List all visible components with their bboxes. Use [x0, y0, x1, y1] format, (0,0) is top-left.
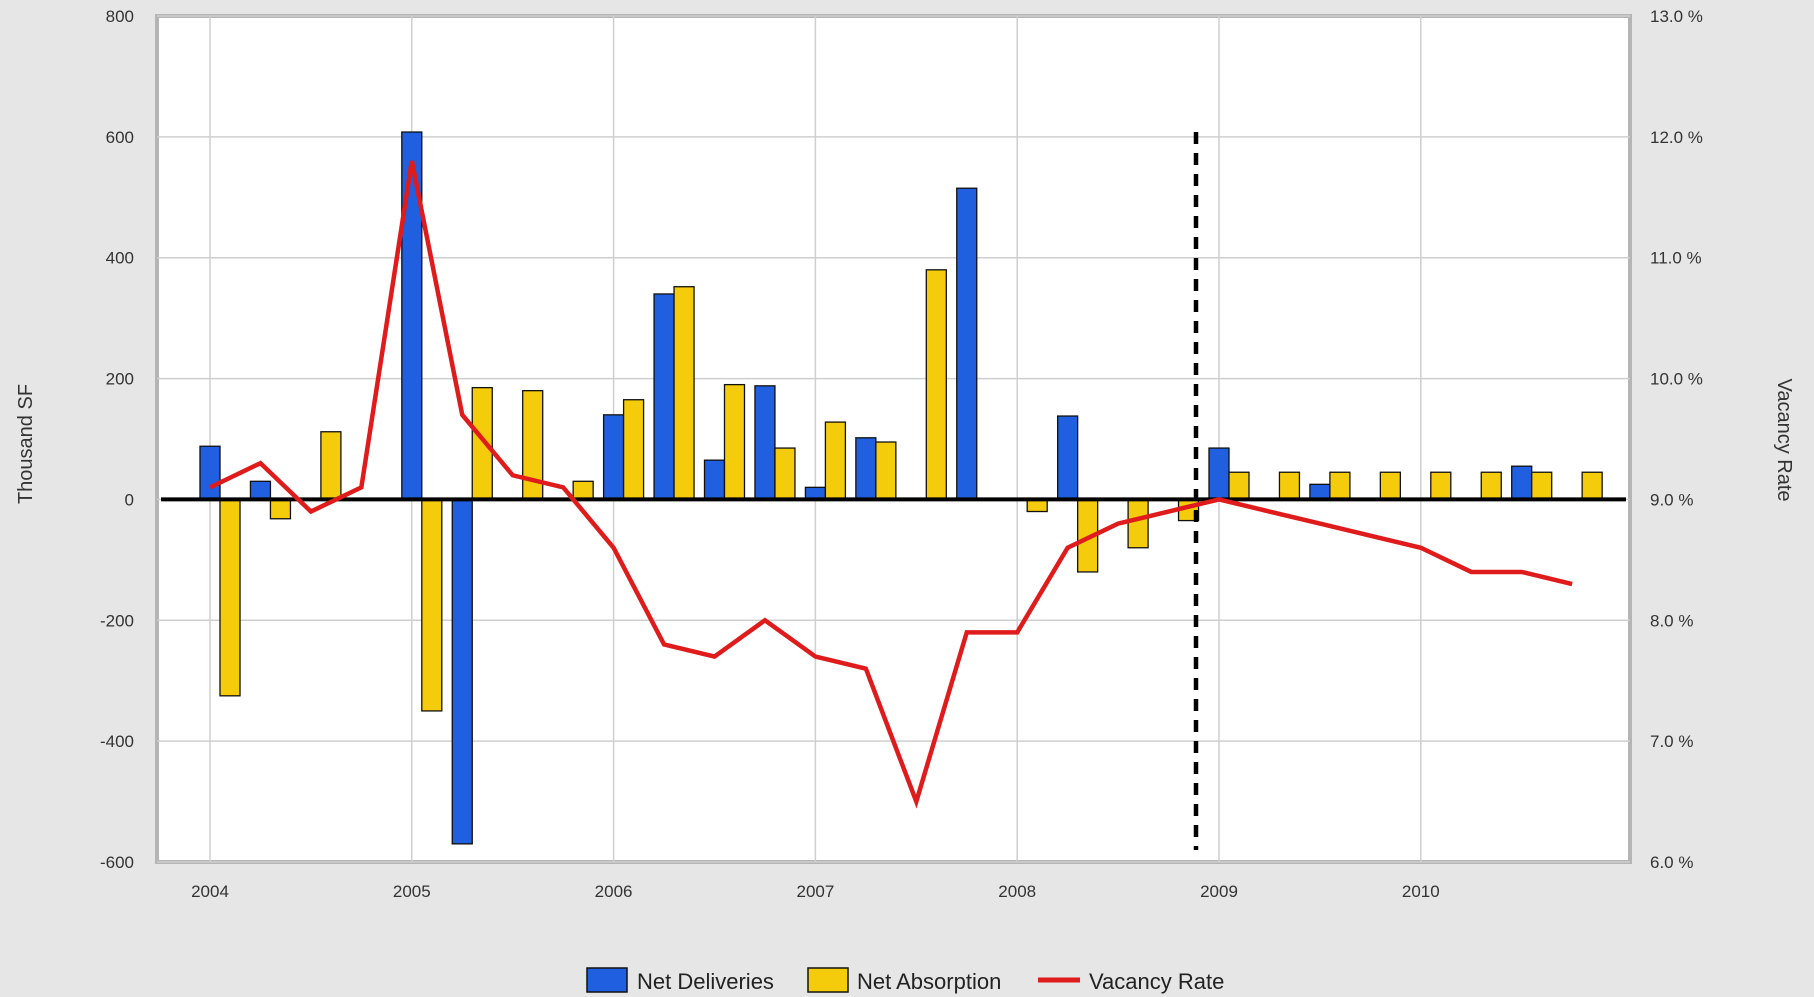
net-deliveries-bar	[703, 459, 726, 501]
x-axis-ticks: 2004 2005 2006 2007 2008 2009 2010	[191, 882, 1440, 901]
legend-item-vacancy-rate[interactable]: Vacancy Rate	[1038, 969, 1224, 994]
net-absorption-bar	[1127, 498, 1149, 549]
net-absorption-bar	[925, 269, 947, 501]
net-absorption-bar	[320, 431, 342, 501]
left-tick-label: 400	[106, 249, 134, 268]
right-tick-label: 6.0 %	[1650, 853, 1693, 872]
net-absorption-bar	[1581, 471, 1603, 501]
legend-label-net-absorption: Net Absorption	[857, 969, 1001, 994]
net-absorption-bar	[1379, 471, 1401, 501]
net-deliveries-bar	[249, 480, 272, 501]
x-tick-label: 2004	[191, 882, 229, 901]
x-tick-label: 2007	[796, 882, 834, 901]
net-absorption-bar	[1430, 471, 1452, 501]
vacancy-rate-line	[209, 160, 1573, 809]
left-tick-label: -600	[100, 853, 134, 872]
net-absorption-bar	[1531, 471, 1553, 501]
left-tick-label: 200	[106, 370, 134, 389]
net-absorption-bar	[824, 421, 847, 501]
net-deliveries-bar	[602, 414, 625, 501]
legend-label-vacancy-rate: Vacancy Rate	[1089, 969, 1224, 994]
legend-label-net-deliveries: Net Deliveries	[637, 969, 774, 994]
net-absorption-bar	[723, 383, 746, 501]
net-absorption-bar	[875, 441, 897, 501]
legend-swatch-net-deliveries	[586, 967, 628, 993]
net-absorption-bar	[1228, 471, 1250, 501]
net-deliveries-bar	[1057, 415, 1079, 501]
x-tick-label: 2005	[393, 882, 431, 901]
net-absorption-bar	[1278, 471, 1301, 501]
right-tick-label: 8.0 %	[1650, 611, 1693, 630]
left-tick-label: 800	[106, 7, 134, 26]
x-tick-label: 2008	[998, 882, 1036, 901]
right-axis-title: Vacancy Rate	[1773, 378, 1795, 501]
net-absorption-bar	[1480, 471, 1502, 501]
x-tick-label: 2006	[595, 882, 633, 901]
legend: Net Deliveries Net Absorption Vacancy Ra…	[586, 967, 1224, 994]
net-deliveries-bar	[1309, 483, 1331, 501]
right-tick-label: 12.0 %	[1650, 128, 1703, 147]
net-absorption-bar	[269, 498, 292, 520]
left-tick-label: -200	[100, 611, 134, 630]
net-absorption-bar	[774, 447, 796, 501]
right-axis-ticks: 13.0 % 12.0 % 11.0 % 10.0 % 9.0 % 8.0 % 7.0 % 6…	[1650, 7, 1703, 872]
net-absorption-bar	[1329, 471, 1351, 501]
vacancy-line-group	[209, 160, 1573, 809]
legend-swatch-net-absorption	[807, 967, 849, 993]
left-tick-label: -400	[100, 732, 134, 751]
right-tick-label: 13.0 %	[1650, 7, 1703, 26]
net-absorption-bar	[471, 386, 493, 501]
net-absorption-bar	[421, 498, 443, 712]
right-tick-label: 10.0 %	[1650, 370, 1703, 389]
left-axis-title: Thousand SF	[15, 384, 37, 504]
left-axis-ticks: 800 600 400 200 0 -200 -400 -600	[100, 7, 134, 872]
right-tick-label: 9.0 %	[1650, 490, 1693, 509]
net-absorption-bar	[219, 498, 241, 697]
net-absorption-bar	[673, 286, 695, 501]
legend-item-net-deliveries[interactable]: Net Deliveries	[586, 967, 774, 994]
net-deliveries-bar	[855, 437, 877, 501]
right-tick-label: 11.0 %	[1650, 249, 1702, 268]
left-tick-label: 0	[125, 490, 134, 509]
net-deliveries-bar	[1511, 465, 1533, 501]
net-deliveries-bar	[956, 187, 978, 501]
legend-item-net-absorption[interactable]: Net Absorption	[807, 967, 1001, 994]
left-tick-label: 600	[106, 128, 134, 147]
net-deliveries-bar	[199, 445, 221, 501]
right-tick-label: 7.0 %	[1650, 732, 1693, 751]
x-tick-label: 2010	[1402, 882, 1440, 901]
x-tick-label: 2009	[1200, 882, 1238, 901]
net-deliveries-bar	[451, 498, 473, 845]
net-deliveries-bar	[1208, 447, 1230, 501]
net-absorption-bar	[622, 399, 645, 501]
net-absorption-bar	[572, 480, 594, 501]
net-deliveries-bar	[653, 293, 675, 501]
net-deliveries-bar	[754, 385, 776, 501]
plot-area	[155, 14, 1632, 864]
